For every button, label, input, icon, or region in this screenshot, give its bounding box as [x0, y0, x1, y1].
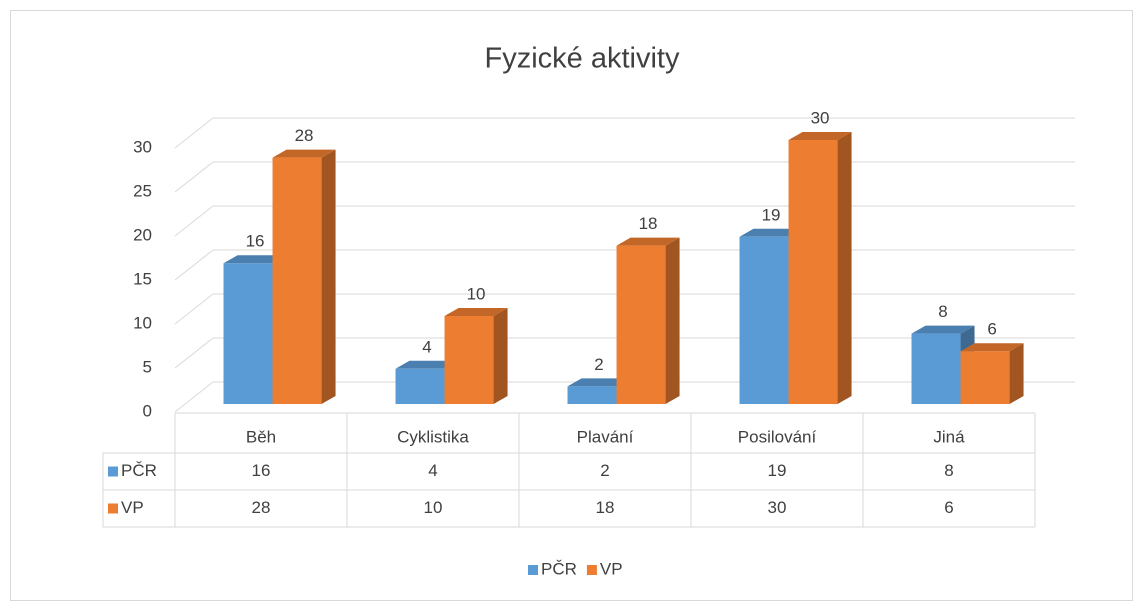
bar [272, 157, 322, 404]
grid-line [174, 117, 1075, 149]
legend-label: VP [600, 559, 623, 578]
table-cell: 10 [424, 498, 443, 517]
bar-top [223, 255, 287, 264]
data-label: 10 [467, 284, 486, 303]
table-cell: 30 [768, 498, 787, 517]
legend-label: PČR [541, 559, 577, 578]
bar-top [911, 325, 975, 334]
bar-side [665, 237, 680, 404]
table-cell: 28 [252, 498, 271, 517]
table-cell: 16 [252, 461, 271, 480]
bar-side [321, 149, 336, 404]
bar-top [395, 360, 459, 369]
bar-top [960, 343, 1024, 352]
y-tick-label: 5 [143, 357, 152, 376]
bar-top [272, 149, 336, 158]
bar [911, 333, 961, 404]
data-label: 19 [762, 205, 781, 224]
y-tick-label: 15 [133, 269, 152, 288]
bar-top [739, 228, 803, 237]
grid-line [174, 161, 1075, 193]
table-series-name: PČR [121, 461, 157, 480]
chart-border [10, 10, 1133, 601]
data-label: 2 [594, 355, 603, 374]
y-tick-label: 30 [133, 137, 152, 156]
data-label: 28 [295, 126, 314, 145]
x-tick-label: Cyklistika [397, 427, 469, 446]
bar [395, 368, 445, 404]
y-tick-label: 20 [133, 225, 152, 244]
bar-top [567, 378, 631, 387]
bar [739, 236, 789, 404]
y-tick-label: 0 [143, 401, 152, 420]
table-cell: 19 [768, 461, 787, 480]
table-cell: 8 [944, 461, 953, 480]
chart-title: Fyzické aktivity [485, 43, 680, 75]
bar [960, 351, 1010, 404]
table-cell: 2 [600, 461, 609, 480]
bar-top [444, 308, 508, 316]
legend-key [586, 565, 597, 575]
table-cell: 4 [428, 461, 437, 480]
y-tick-label: 10 [133, 313, 152, 332]
bar-top [788, 132, 852, 140]
bar [444, 316, 494, 404]
bar-top [616, 237, 680, 246]
bar-side [493, 308, 508, 404]
bar-side [837, 132, 852, 404]
x-tick-label: Posilování [738, 427, 817, 446]
data-label: 6 [987, 320, 996, 339]
table-series-name: VP [121, 498, 144, 517]
data-label: 4 [422, 337, 431, 356]
data-label: 16 [246, 232, 265, 251]
bar [567, 386, 617, 404]
x-tick-label: Plavání [577, 427, 634, 446]
data-label: 8 [938, 302, 947, 321]
data-label: 30 [811, 108, 830, 127]
bar [616, 245, 666, 404]
data-label: 18 [639, 214, 658, 233]
legend-key [528, 565, 538, 575]
bar-side [1009, 343, 1024, 404]
table-cell: 18 [596, 498, 615, 517]
table-legend-key [108, 503, 118, 514]
y-tick-label: 25 [133, 181, 152, 200]
bar [788, 140, 838, 404]
table-legend-key [108, 466, 118, 477]
x-tick-label: Běh [246, 427, 276, 446]
x-tick-label: Jiná [933, 427, 965, 446]
grid-line [174, 205, 1075, 237]
table-cell: 6 [944, 498, 953, 517]
bar [223, 263, 273, 404]
